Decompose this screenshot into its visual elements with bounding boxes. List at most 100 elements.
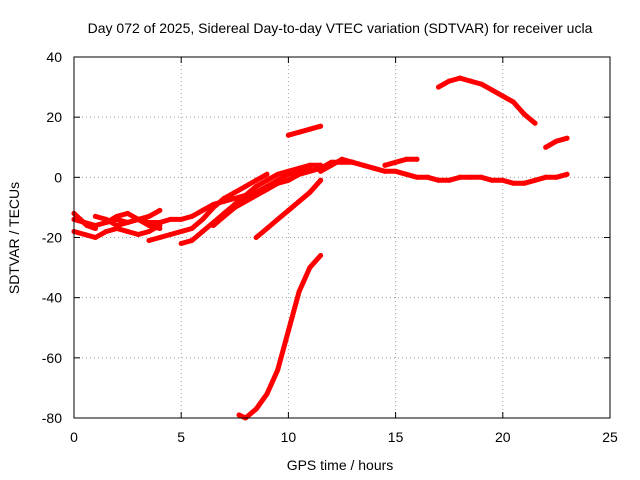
data-point — [318, 177, 324, 183]
data-point — [553, 174, 559, 180]
data-point — [382, 162, 388, 168]
y-tick-label: -60 — [42, 350, 62, 366]
chart-title: Day 072 of 2025, Sidereal Day-to-day VTE… — [88, 20, 593, 36]
y-tick-label: 20 — [46, 109, 62, 125]
x-tick-label: 15 — [388, 429, 404, 445]
data-point — [371, 165, 377, 171]
x-tick-label: 5 — [177, 429, 185, 445]
data-series-arc-16 — [436, 75, 538, 126]
data-point — [468, 78, 474, 84]
data-point — [200, 207, 206, 213]
data-point — [146, 213, 152, 219]
data-point — [275, 177, 281, 183]
data-point — [307, 126, 313, 132]
data-point — [178, 216, 184, 222]
x-axis-tick-labels: 0 5 10 15 20 25 — [70, 429, 618, 445]
data-point — [414, 156, 420, 162]
data-point — [446, 78, 452, 84]
data-point — [82, 232, 88, 237]
data-point — [232, 195, 238, 201]
data-point — [77, 216, 83, 222]
data-point — [103, 229, 109, 234]
x-tick-label: 10 — [281, 429, 297, 445]
data-series-arc-3 — [71, 210, 98, 231]
data-point — [253, 177, 259, 183]
y-tick-label: -20 — [42, 230, 62, 246]
x-tick-label: 25 — [602, 429, 618, 445]
data-point — [564, 171, 570, 177]
data-point — [84, 223, 90, 228]
data-point — [307, 189, 313, 195]
series-layer — [71, 75, 570, 421]
data-point — [489, 177, 495, 183]
data-point — [210, 204, 216, 210]
data-point — [200, 229, 206, 234]
data-point — [339, 156, 345, 162]
data-point — [296, 198, 302, 204]
y-tick-label: -80 — [42, 410, 62, 426]
data-point — [500, 177, 506, 183]
data-point — [264, 177, 270, 183]
data-point — [521, 111, 527, 117]
data-point — [468, 174, 474, 180]
data-point — [457, 174, 463, 180]
data-point — [210, 223, 216, 228]
data-point — [285, 171, 291, 177]
data-series-arc-13 — [318, 159, 570, 186]
data-point — [382, 168, 388, 174]
data-point — [393, 168, 399, 174]
data-point — [146, 238, 152, 243]
data-point — [264, 391, 270, 397]
data-point — [178, 241, 184, 246]
data-point — [253, 189, 259, 195]
data-point — [532, 120, 538, 126]
data-point — [318, 168, 324, 174]
data-point — [125, 210, 131, 216]
data-point — [236, 412, 242, 418]
data-point — [500, 93, 506, 99]
data-point — [489, 87, 495, 93]
data-point — [350, 159, 356, 165]
data-point — [307, 265, 313, 271]
axis-ticks — [73, 56, 611, 419]
data-point — [478, 174, 484, 180]
data-point — [285, 177, 291, 183]
data-point — [253, 406, 259, 412]
data-point — [403, 156, 409, 162]
data-series-arc-12 — [236, 253, 324, 421]
data-point — [543, 174, 549, 180]
data-point — [425, 174, 431, 180]
data-series-arc-14 — [318, 156, 356, 174]
data-point — [511, 180, 516, 186]
data-point — [157, 235, 163, 240]
data-point — [360, 162, 366, 168]
data-point — [436, 84, 441, 90]
data-point — [157, 207, 163, 213]
data-point — [296, 289, 302, 295]
data-point — [200, 216, 206, 222]
data-point — [285, 207, 291, 213]
data-point — [146, 229, 152, 234]
data-point — [318, 253, 324, 258]
data-point — [275, 216, 281, 222]
x-axis-label: GPS time / hours — [287, 457, 394, 473]
data-point — [446, 177, 452, 183]
data-point — [532, 177, 538, 183]
data-point — [92, 235, 98, 240]
data-point — [457, 75, 463, 81]
data-point — [564, 135, 570, 141]
y-tick-label: 0 — [54, 169, 62, 185]
data-point — [521, 180, 527, 186]
data-point — [543, 144, 549, 150]
data-point — [135, 216, 141, 222]
data-series-arc-15 — [382, 156, 420, 168]
x-tick-label: 20 — [495, 429, 511, 445]
data-point — [125, 229, 131, 234]
data-point — [285, 328, 291, 334]
data-point — [403, 171, 409, 177]
data-point — [296, 129, 302, 135]
data-point — [318, 123, 324, 129]
data-point — [221, 195, 227, 201]
data-point — [135, 232, 141, 237]
y-tick-label: -40 — [42, 290, 62, 306]
